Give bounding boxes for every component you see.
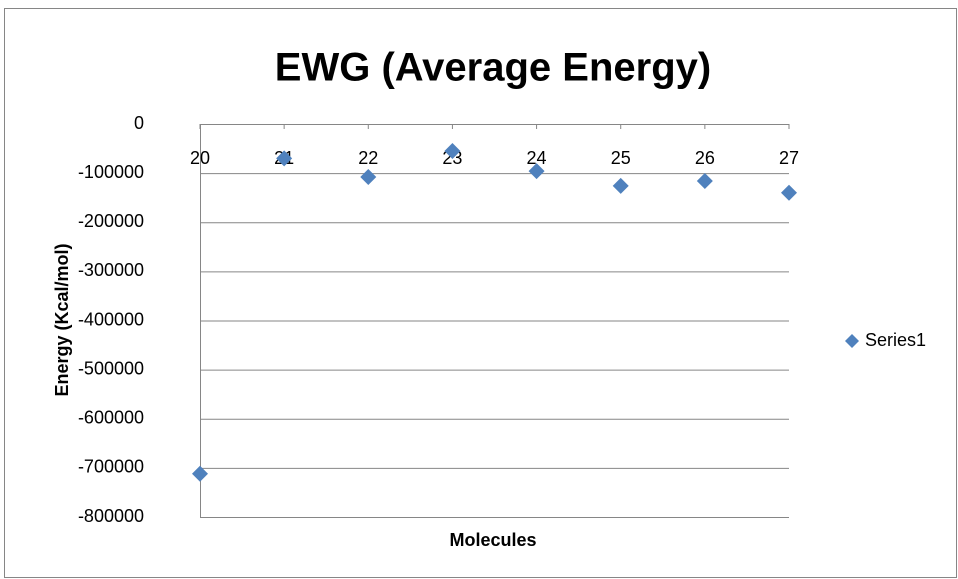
point bbox=[192, 465, 208, 482]
x-tick-label: 25 bbox=[611, 148, 631, 168]
point bbox=[360, 169, 377, 186]
chart-title: EWG (Average Energy) bbox=[275, 46, 711, 90]
x-tick-label: 27 bbox=[779, 148, 799, 168]
point bbox=[696, 172, 713, 189]
x-tick-label: 26 bbox=[695, 148, 715, 168]
y-tick-label: -500000 bbox=[78, 358, 144, 378]
chart-border bbox=[4, 8, 957, 578]
y-tick-label: -800000 bbox=[78, 506, 144, 526]
y-tick-label: 0 bbox=[134, 113, 144, 133]
y-tick-label: -400000 bbox=[78, 309, 144, 329]
y-tick-label: -300000 bbox=[78, 260, 144, 280]
point bbox=[528, 163, 545, 180]
y-tick-label: -200000 bbox=[78, 211, 144, 231]
x-tick-label: 22 bbox=[358, 148, 378, 168]
x-tick-label: 20 bbox=[190, 148, 210, 168]
y-tick-label: -700000 bbox=[78, 457, 144, 477]
point bbox=[612, 177, 629, 194]
legend-label: Series1 bbox=[865, 330, 926, 350]
point bbox=[781, 184, 797, 201]
point bbox=[276, 150, 293, 167]
y-tick-label: -600000 bbox=[78, 408, 144, 428]
point bbox=[444, 143, 461, 160]
x-tick-label: 24 bbox=[527, 148, 547, 168]
legend-marker bbox=[845, 334, 859, 348]
y-axis-label: Energy (Kcal/mol) bbox=[52, 243, 72, 396]
x-axis-label: Molecules bbox=[449, 530, 536, 550]
y-tick-label: -100000 bbox=[78, 162, 144, 182]
